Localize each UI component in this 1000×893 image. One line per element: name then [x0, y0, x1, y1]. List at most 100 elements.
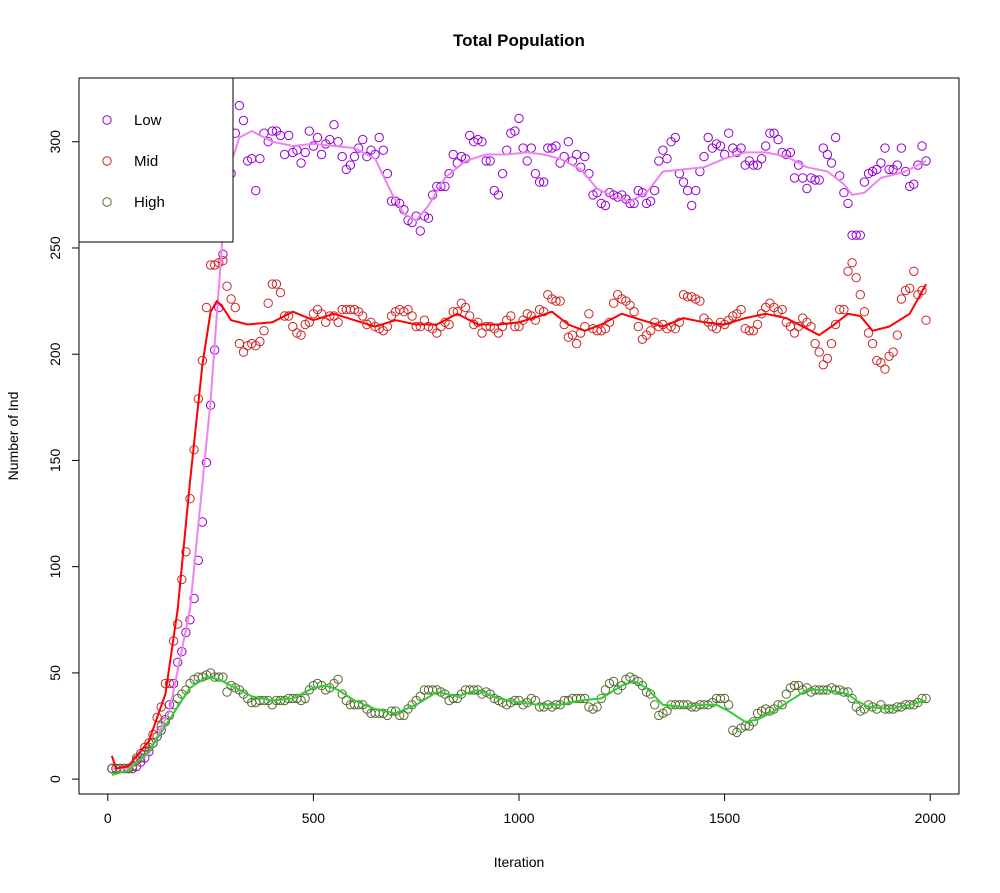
trend-line-low: [111, 130, 927, 770]
data-point-mid: [156, 702, 166, 712]
data-point-mid: [275, 287, 286, 298]
data-point-mid: [921, 315, 931, 325]
data-point-high: [724, 700, 734, 710]
data-point-low: [534, 177, 545, 187]
data-point-low: [189, 593, 199, 604]
y-axis-label: Number of Ind: [5, 392, 21, 481]
data-point-low: [880, 143, 890, 153]
data-point-low: [485, 156, 495, 166]
data-point-low: [715, 141, 726, 151]
data-point-mid: [555, 296, 565, 306]
data-point-low: [304, 126, 314, 136]
data-point-mid: [539, 307, 549, 317]
data-point-low: [650, 185, 660, 196]
data-point-mid: [843, 266, 853, 276]
data-point-low: [255, 154, 265, 164]
data-point-low: [374, 132, 384, 143]
data-point-low: [724, 128, 734, 138]
data-point-mid: [645, 326, 656, 336]
data-point-low: [884, 164, 894, 175]
data-point-mid: [584, 309, 594, 319]
data-point-low: [761, 141, 771, 151]
data-point-mid: [267, 279, 277, 289]
legend-label-high: High: [134, 194, 165, 211]
data-point-mid: [296, 330, 306, 340]
data-point-low: [481, 156, 491, 166]
data-point-mid: [259, 326, 269, 336]
data-point-high: [715, 693, 726, 704]
data-point-mid: [279, 311, 290, 321]
data-point-mid: [493, 328, 504, 338]
data-point-mid: [892, 330, 902, 340]
data-point-low: [900, 166, 911, 177]
data-point-low: [201, 457, 212, 468]
data-point-low: [329, 120, 339, 130]
data-point-low: [345, 160, 356, 170]
x-tick-label: 500: [302, 810, 326, 826]
data-point-low: [826, 158, 837, 168]
legend-marker-mid: [102, 156, 112, 166]
data-point-high: [592, 702, 602, 712]
legend-label-mid: Mid: [134, 153, 158, 170]
data-point-low: [185, 615, 195, 625]
data-point-mid: [830, 319, 841, 330]
data-point-mid: [777, 304, 787, 315]
data-point-high: [300, 693, 310, 704]
data-point-mid: [695, 296, 705, 306]
data-point-low: [510, 126, 520, 136]
data-point-low: [896, 143, 907, 153]
data-point-mid: [218, 256, 228, 266]
data-point-low: [267, 126, 277, 136]
data-point-high: [777, 700, 787, 710]
data-point-low: [234, 100, 245, 111]
x-tick-label: 0: [104, 810, 112, 826]
legend-marker-high: [102, 197, 112, 207]
data-point-low: [814, 175, 824, 185]
data-point-high: [448, 693, 458, 704]
data-point-mid: [173, 619, 183, 629]
data-point-low: [678, 177, 689, 187]
data-point-mid: [407, 311, 417, 321]
data-point-low: [855, 230, 865, 240]
data-point-low: [658, 145, 668, 155]
data-point-mid: [452, 307, 462, 317]
data-point-low: [296, 158, 306, 168]
data-point-mid: [835, 304, 845, 315]
data-point-low: [530, 168, 541, 179]
data-point-low: [843, 198, 853, 209]
data-point-low: [670, 132, 680, 143]
data-point-mid: [271, 279, 282, 289]
data-point-low: [802, 183, 812, 194]
data-point-high: [333, 674, 343, 684]
y-axis: 0 50 100 150 200 250 300: [47, 130, 80, 783]
data-point-mid: [230, 302, 241, 313]
data-point-low: [349, 151, 360, 162]
data-point-mid: [411, 321, 421, 332]
data-point-mid: [255, 336, 265, 347]
chart-title: Total Population: [453, 31, 585, 50]
data-point-mid: [859, 307, 870, 317]
data-point-mid: [164, 678, 175, 689]
data-point-mid: [152, 712, 162, 723]
data-point-low: [514, 113, 524, 124]
data-point-mid: [571, 338, 582, 349]
data-point-low: [851, 230, 861, 240]
data-point-high: [789, 680, 800, 691]
x-tick-label: 1000: [503, 810, 534, 826]
data-point-mid: [185, 494, 195, 504]
data-point-high: [921, 693, 931, 704]
data-point-mid: [839, 304, 849, 315]
data-point-low: [839, 188, 849, 198]
data-point-low: [909, 179, 919, 189]
data-point-low: [600, 200, 611, 211]
data-point-low: [284, 130, 294, 141]
data-point-low: [691, 185, 701, 196]
data-point-mid: [608, 298, 619, 308]
y-tick-label: 100: [47, 555, 63, 579]
data-point-low: [497, 168, 508, 179]
data-point-low: [493, 190, 504, 200]
data-point-low: [218, 249, 228, 260]
data-point-low: [308, 141, 319, 151]
x-axis-label: Iteration: [494, 854, 545, 870]
